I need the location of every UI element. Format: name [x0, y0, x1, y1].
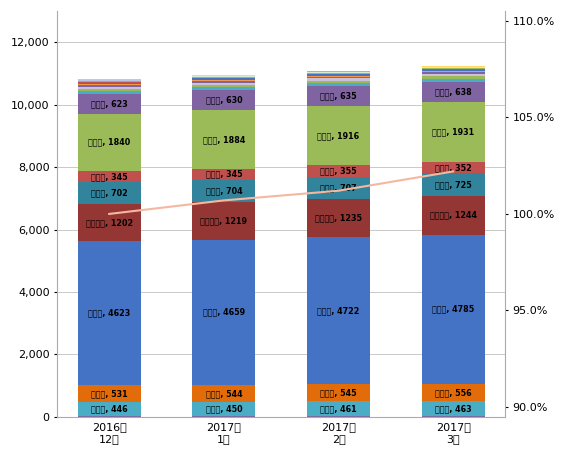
Text: 埼玉県, 461: 埼玉県, 461	[320, 404, 357, 413]
Bar	[78, 385, 141, 402]
Bar	[307, 77, 370, 78]
Bar	[307, 106, 370, 166]
Bar	[307, 237, 370, 384]
Bar	[307, 76, 370, 77]
Text: 京都府, 345: 京都府, 345	[91, 172, 127, 181]
Bar	[422, 196, 484, 235]
Bar	[78, 114, 141, 171]
Text: 神奈川県, 1244: 神奈川県, 1244	[430, 211, 477, 220]
Bar	[192, 76, 255, 77]
Text: 愛知県, 707: 愛知県, 707	[320, 183, 357, 192]
Bar	[78, 87, 141, 89]
Bar	[78, 204, 141, 241]
Text: 愛知県, 702: 愛知県, 702	[91, 188, 127, 197]
Bar	[307, 384, 370, 401]
Text: 愛知県, 704: 愛知県, 704	[205, 186, 242, 195]
Text: 兵庫県, 623: 兵庫県, 623	[91, 99, 127, 108]
Bar	[422, 67, 484, 68]
Bar	[78, 81, 141, 82]
Bar	[422, 384, 484, 401]
Bar	[307, 177, 370, 198]
Bar	[307, 72, 370, 73]
Bar	[307, 81, 370, 83]
Bar	[422, 173, 484, 196]
Bar	[192, 202, 255, 239]
Bar	[422, 235, 484, 384]
Bar	[422, 74, 484, 76]
Bar	[78, 402, 141, 416]
Text: 千葉県, 531: 千葉県, 531	[91, 389, 127, 398]
Text: 大阪府, 1884: 大阪府, 1884	[203, 135, 245, 144]
Bar	[78, 241, 141, 385]
Bar	[422, 72, 484, 74]
Bar	[422, 70, 484, 71]
Text: 京都府, 345: 京都府, 345	[205, 170, 242, 179]
Text: 埼玉県, 463: 埼玉県, 463	[435, 404, 471, 413]
Text: 東京都, 4623: 東京都, 4623	[88, 309, 130, 318]
Bar	[422, 76, 484, 79]
Text: 兵庫県, 630: 兵庫県, 630	[205, 96, 242, 105]
Bar	[78, 89, 141, 91]
Bar	[192, 110, 255, 169]
Bar	[192, 78, 255, 80]
Bar	[307, 78, 370, 81]
Text: 大阪府, 1931: 大阪府, 1931	[432, 128, 474, 136]
Text: 神奈川県, 1202: 神奈川県, 1202	[85, 218, 133, 227]
Bar	[192, 402, 255, 416]
Bar	[192, 385, 255, 402]
Bar	[192, 239, 255, 385]
Bar	[78, 182, 141, 204]
Bar	[78, 94, 141, 114]
Bar	[307, 401, 370, 416]
Text: 京都府, 352: 京都府, 352	[435, 163, 471, 172]
Bar	[78, 82, 141, 83]
Bar	[192, 180, 255, 202]
Bar	[422, 102, 484, 162]
Text: 埼玉県, 446: 埼玉県, 446	[91, 404, 127, 414]
Bar	[192, 77, 255, 78]
Bar	[307, 198, 370, 237]
Bar	[192, 83, 255, 85]
Text: 東京都, 4722: 東京都, 4722	[318, 306, 359, 315]
Bar	[307, 74, 370, 75]
Bar	[422, 69, 484, 70]
Bar	[192, 87, 255, 91]
Text: 愛知県, 725: 愛知県, 725	[435, 180, 471, 189]
Bar	[307, 86, 370, 106]
Bar	[78, 83, 141, 84]
Text: 大阪府, 1916: 大阪府, 1916	[318, 131, 359, 140]
Text: 千葉県, 556: 千葉県, 556	[435, 388, 471, 397]
Text: 京都府, 355: 京都府, 355	[320, 167, 357, 176]
Bar	[192, 85, 255, 87]
Bar	[422, 79, 484, 82]
Text: 大阪府, 1840: 大阪府, 1840	[88, 138, 130, 147]
Bar	[307, 166, 370, 177]
Bar	[307, 83, 370, 86]
Bar	[78, 91, 141, 94]
Text: 千葉県, 545: 千葉県, 545	[320, 389, 357, 398]
Bar	[422, 82, 484, 102]
Bar	[192, 91, 255, 110]
Bar	[78, 171, 141, 182]
Bar	[78, 84, 141, 85]
Text: 神奈川県, 1219: 神奈川県, 1219	[200, 216, 247, 225]
Bar	[192, 80, 255, 81]
Bar	[192, 81, 255, 83]
Text: 兵庫県, 638: 兵庫県, 638	[435, 87, 471, 96]
Bar	[422, 401, 484, 416]
Text: 千葉県, 544: 千葉県, 544	[205, 389, 242, 398]
Bar	[192, 169, 255, 180]
Bar	[307, 73, 370, 74]
Bar	[78, 85, 141, 87]
Text: 埼玉県, 450: 埼玉県, 450	[205, 404, 242, 414]
Bar	[307, 75, 370, 76]
Bar	[422, 71, 484, 72]
Bar	[422, 68, 484, 69]
Text: 神奈川県, 1235: 神奈川県, 1235	[315, 213, 362, 222]
Bar	[422, 162, 484, 173]
Text: 兵庫県, 635: 兵庫県, 635	[320, 91, 357, 100]
Text: 東京都, 4785: 東京都, 4785	[432, 305, 474, 314]
Text: 東京都, 4659: 東京都, 4659	[203, 308, 245, 317]
